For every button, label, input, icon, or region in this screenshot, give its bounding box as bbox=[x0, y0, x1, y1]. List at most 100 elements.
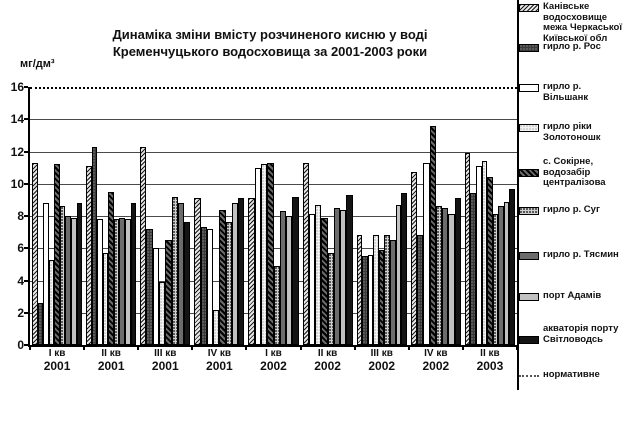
bar-s6 bbox=[333, 207, 341, 345]
x-label-quarter: ІІ кв bbox=[480, 348, 500, 359]
y-tick-label-6: 6 bbox=[17, 241, 24, 256]
bar-s8 bbox=[509, 188, 515, 345]
x-tick-mark-7 bbox=[407, 345, 410, 350]
x-label-quarter: ІІ кв bbox=[317, 348, 338, 359]
bar-s5 bbox=[492, 214, 499, 345]
y-tick-mark-6 bbox=[24, 247, 28, 250]
bar-s4 bbox=[429, 125, 436, 345]
x-label-year: 2003 bbox=[476, 359, 504, 373]
bar-s1 bbox=[200, 227, 207, 345]
chart-title-line2: Кременчуцького водосховища за 2001-2003 … bbox=[112, 43, 428, 59]
bar-s4 bbox=[165, 240, 172, 345]
legend-swatch-6 bbox=[519, 252, 539, 260]
x-tick-mark-4 bbox=[245, 345, 248, 350]
bar-s3 bbox=[102, 253, 109, 345]
x-tick-mark-1 bbox=[83, 345, 86, 350]
legend-item-normative: нормативне bbox=[519, 370, 623, 381]
y-tick-label-8: 8 bbox=[17, 209, 24, 223]
legend-label-4: с. Сокірне, водозабір централізова bbox=[543, 157, 606, 189]
y-tick-label-2: 2 bbox=[17, 305, 24, 320]
x-label-quarter: IV кв bbox=[207, 348, 232, 359]
x-tick-mark-8 bbox=[461, 345, 464, 350]
bar-s0 bbox=[248, 198, 255, 345]
y-tick-label-16: 16 bbox=[10, 80, 24, 94]
y-tick-mark-0 bbox=[24, 344, 28, 346]
x-label-quarter: IV кв bbox=[424, 348, 448, 359]
bar-s1 bbox=[417, 235, 424, 345]
legend-label-1: гирло р. Рос bbox=[543, 42, 601, 52]
bar-group-ІІ кв-2001 bbox=[84, 146, 138, 345]
bar-s4 bbox=[378, 249, 385, 345]
bar-s5 bbox=[59, 206, 66, 345]
bar-s4 bbox=[321, 217, 328, 345]
gridline-12 bbox=[30, 151, 517, 153]
legend-swatch-7 bbox=[519, 293, 539, 301]
x-label-quarter: ІІІ кв bbox=[370, 348, 393, 359]
bar-s1 bbox=[362, 256, 368, 345]
bar-s0 bbox=[32, 162, 38, 345]
bar-s5 bbox=[225, 222, 232, 345]
bar-s4 bbox=[267, 162, 274, 345]
legend-swatch-0 bbox=[519, 4, 539, 12]
legend-item-1: гирло р. Рос bbox=[519, 42, 623, 53]
legend-swatch-1 bbox=[519, 44, 539, 52]
x-axis-line bbox=[28, 345, 517, 347]
legend-item-0: Канівське водосховище межа Черкаської Ки… bbox=[519, 2, 623, 45]
bar-s3 bbox=[481, 161, 488, 345]
x-label-year: 2001 bbox=[206, 359, 233, 373]
bar-s8 bbox=[454, 198, 461, 345]
legend-item-2: гирло р. Вільшанк bbox=[519, 82, 623, 103]
y-tick-label-14: 14 bbox=[10, 112, 24, 127]
bar-s3 bbox=[315, 204, 322, 345]
legend-label-8: акваторія порту Світловодсь bbox=[543, 324, 619, 345]
bar-s0 bbox=[194, 198, 201, 345]
legend-item-8: акваторія порту Світловодсь bbox=[519, 324, 623, 345]
y-tick-label-12: 12 bbox=[10, 144, 24, 159]
y-axis-line bbox=[28, 87, 30, 345]
y-tick-mark-16 bbox=[24, 86, 28, 88]
bar-s2 bbox=[97, 219, 103, 345]
y-tick-label-4: 4 bbox=[17, 273, 24, 288]
bar-s0 bbox=[410, 172, 418, 345]
legend-label-3: гирло ріки Золотоношк bbox=[543, 122, 601, 143]
x-tick-mark-0 bbox=[29, 345, 31, 350]
legend-label-7: порт Адамів bbox=[543, 291, 602, 301]
bar-s6 bbox=[279, 211, 287, 345]
bar-s8 bbox=[238, 198, 245, 345]
bar-s5 bbox=[171, 196, 178, 345]
bar-s6 bbox=[442, 207, 449, 345]
bar-s0 bbox=[140, 146, 147, 345]
legend-swatch-8 bbox=[519, 336, 539, 344]
bar-group-ІІ кв-2002 bbox=[301, 162, 355, 345]
bar-group-І кв-2001 bbox=[30, 162, 84, 345]
bar-s1 bbox=[146, 228, 153, 345]
bar-s3 bbox=[213, 309, 220, 345]
legend-swatch-5 bbox=[519, 207, 539, 215]
x-label-year: 2001 bbox=[97, 359, 125, 373]
y-tick-label-10: 10 bbox=[10, 176, 24, 191]
y-axis-unit-label: мг/дм³ bbox=[20, 58, 55, 70]
bar-group-ІІІ кв-2001 bbox=[138, 146, 192, 345]
y-tick-mark-2 bbox=[24, 311, 28, 314]
bar-s8 bbox=[76, 203, 83, 345]
bar-s7 bbox=[286, 216, 293, 345]
legend-item-5: гирло р. Суг bbox=[519, 205, 623, 216]
legend-swatch-2 bbox=[519, 84, 539, 92]
legend-item-3: гирло ріки Золотоношк bbox=[519, 122, 623, 143]
gridline-8 bbox=[30, 216, 517, 217]
bar-s7 bbox=[448, 214, 455, 345]
bar-s0 bbox=[302, 162, 309, 345]
bar-s2 bbox=[254, 167, 261, 345]
legend-label-2: гирло р. Вільшанк bbox=[543, 82, 589, 103]
legend-label-6: гирло р. Тясмин bbox=[543, 250, 619, 260]
legend-item-6: гирло р. Тясмин bbox=[519, 250, 623, 261]
bar-s5 bbox=[384, 235, 391, 345]
x-label-quarter: ІІ кв bbox=[101, 348, 121, 359]
x-label-year: 2001 bbox=[43, 359, 71, 373]
bar-group-IV кв-2001 bbox=[192, 198, 246, 345]
bar-s3 bbox=[373, 235, 379, 345]
bar-s1 bbox=[37, 303, 44, 345]
x-label-quarter: І кв bbox=[48, 348, 66, 359]
x-tick-mark-6 bbox=[353, 345, 356, 350]
